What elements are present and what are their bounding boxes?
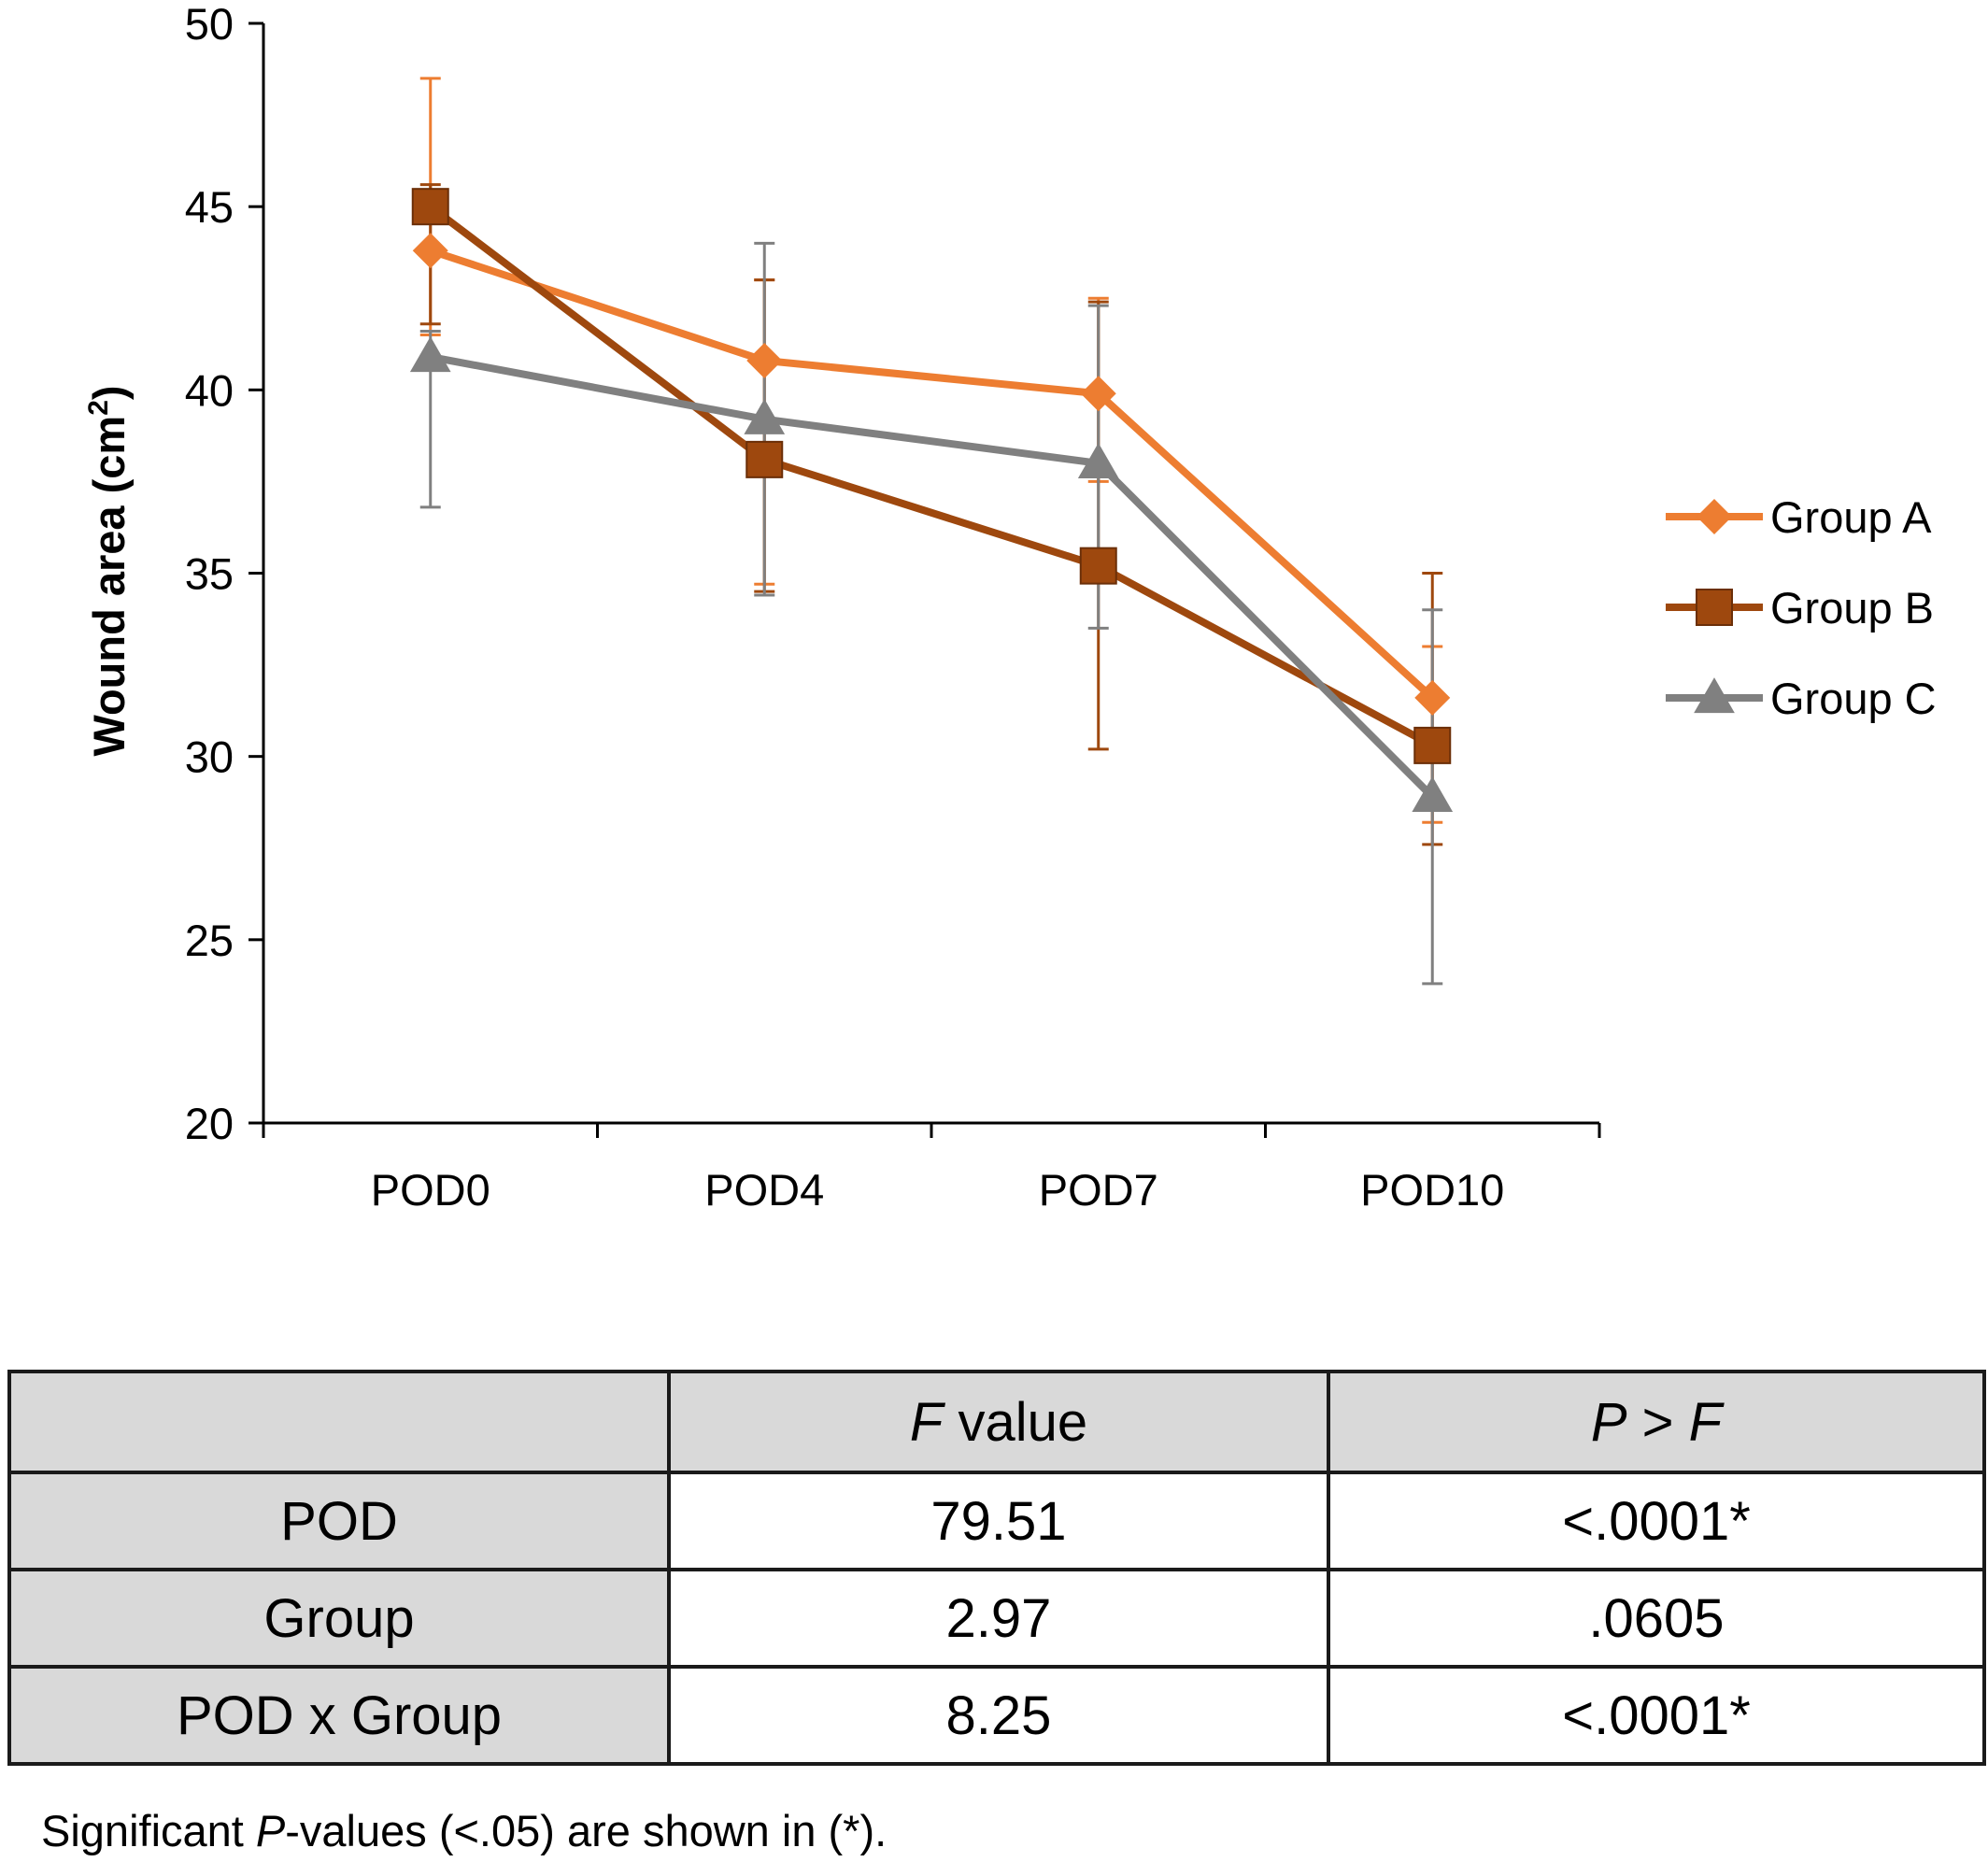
- x-axis-ticks: POD0 POD4 POD7 POD10: [262, 1123, 1601, 1215]
- line-chart: 20 25 30 35 40 45 50 POD0 POD4 POD7 POD10 Group A…: [83, 0, 1937, 1215]
- y-tick-label-50: 50: [185, 0, 234, 49]
- header-p-value: P > F: [1327, 1370, 1986, 1474]
- y-axis-label: Wound area (cm2): [83, 385, 134, 756]
- point-group-c-pod7: [1077, 442, 1119, 478]
- point-group-a-pod4: [746, 342, 783, 378]
- footnote: Significant P-values (<.05) are shown in…: [41, 1806, 888, 1855]
- y-tick-label-35: 35: [185, 549, 234, 599]
- y-tick-label-25: 25: [185, 916, 234, 965]
- row-label: POD x Group: [7, 1665, 671, 1766]
- point-group-c-pod0: [409, 336, 451, 373]
- error-bars: [419, 77, 1443, 986]
- x-tick-label-pod7: POD7: [1039, 1165, 1158, 1215]
- y-axis-ticks: 20 25 30 35 40 45 50: [185, 0, 263, 1148]
- point-group-b-pod0: [411, 188, 449, 226]
- point-group-b-pod10: [1413, 726, 1452, 764]
- y-tick-label-45: 45: [185, 182, 234, 232]
- table-row: POD x Group 8.25 <.0001*: [7, 1665, 1986, 1766]
- row-label: POD: [7, 1471, 671, 1571]
- row-label: Group: [7, 1568, 671, 1669]
- p-value-cell: .0605: [1327, 1568, 1986, 1669]
- series-line-group-c: [430, 353, 1436, 800]
- legend: Group A Group B Group C: [1666, 492, 1937, 723]
- point-group-a-pod0: [412, 233, 448, 269]
- header-f-value: F value: [667, 1370, 1330, 1474]
- table-row: Group 2.97 .0605: [7, 1568, 1986, 1669]
- legend-marker-diamond: [1697, 499, 1732, 534]
- p-value-cell: <.0001*: [1327, 1471, 1986, 1571]
- point-group-a-pod7: [1080, 376, 1116, 412]
- table-row: POD 79.51 <.0001*: [7, 1471, 1986, 1571]
- legend-marker-triangle: [1694, 677, 1735, 714]
- legend-item-group-b: Group B: [1666, 583, 1934, 633]
- y-tick-label-40: 40: [185, 365, 234, 415]
- p-value-cell: <.0001*: [1327, 1665, 1986, 1766]
- f-value-cell: 2.97: [667, 1568, 1330, 1669]
- x-tick-label-pod4: POD4: [704, 1165, 824, 1215]
- legend-label: Group A: [1770, 492, 1932, 542]
- point-group-b-pod4: [746, 440, 784, 478]
- series-line-group-b: [428, 203, 1435, 749]
- y-tick-label-30: 30: [185, 732, 234, 782]
- f-value-cell: 79.51: [667, 1471, 1330, 1571]
- x-tick-label-pod10: POD10: [1360, 1165, 1504, 1215]
- series-line-group-a: [429, 247, 1435, 701]
- anova-table: F value P > F POD 79.51 <.0001* Group 2.…: [7, 1370, 1986, 1766]
- y-tick-label-20: 20: [185, 1099, 234, 1148]
- axes: [262, 23, 1599, 1125]
- legend-label: Group C: [1770, 674, 1937, 723]
- point-group-c-pod4: [744, 398, 786, 434]
- series-markers: [409, 188, 1454, 812]
- point-group-a-pod10: [1414, 679, 1451, 716]
- f-value-cell: 8.25: [667, 1665, 1330, 1766]
- point-group-c-pod10: [1412, 775, 1454, 812]
- point-group-b-pod7: [1079, 547, 1117, 585]
- table-header-row: F value P > F: [7, 1370, 1986, 1474]
- legend-label: Group B: [1770, 583, 1934, 633]
- legend-item-group-a: Group A: [1666, 492, 1932, 542]
- series-lines: [428, 203, 1436, 800]
- x-tick-label-pod0: POD0: [371, 1165, 490, 1215]
- legend-marker-square: [1696, 589, 1733, 626]
- legend-item-group-c: Group C: [1666, 674, 1937, 723]
- header-blank: [7, 1370, 671, 1474]
